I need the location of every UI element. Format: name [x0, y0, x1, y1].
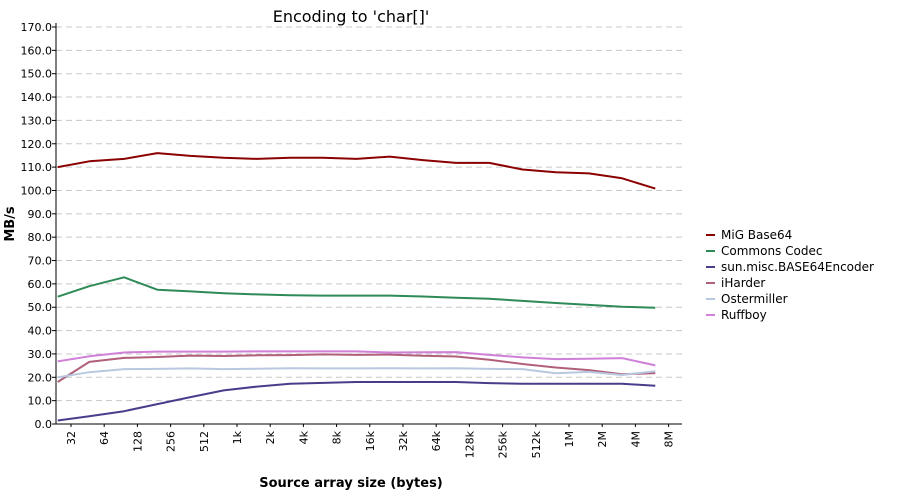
y-tick-label: 90.0: [28, 208, 53, 221]
y-tick-label: 40.0: [28, 325, 53, 338]
x-tick-label: 128: [131, 431, 144, 452]
x-tick-label: 32k: [397, 430, 410, 451]
x-tick-label: 4M: [629, 431, 642, 448]
y-tick-label: 80.0: [28, 231, 53, 244]
legend-entry: Ruffboy: [721, 308, 767, 322]
y-tick-label: 60.0: [28, 278, 53, 291]
x-axis-label: Source array size (bytes): [259, 476, 443, 491]
y-tick-label: 160.0: [21, 44, 53, 57]
series-line: [57, 276, 656, 309]
y-tick-label: 30.0: [28, 348, 53, 361]
x-tick-label: 32: [65, 431, 78, 445]
x-tick-label: 8M: [663, 431, 676, 448]
series-line: [57, 350, 656, 367]
chart-title: Encoding to 'char[]': [273, 7, 430, 26]
y-tick-label: 70.0: [28, 255, 53, 268]
legend-entry: iHarder: [721, 276, 765, 290]
y-tick-label: 100.0: [21, 184, 53, 197]
y-tick-label: 10.0: [28, 395, 53, 408]
legend: MiG Base64 Commons Codec sun.misc.BASE64En…: [706, 228, 874, 322]
legend-entry: Commons Codec: [721, 244, 822, 258]
grid: [56, 26, 682, 402]
x-tick-label: 2k: [264, 430, 277, 444]
y-tick-label: 150.0: [21, 68, 53, 81]
x-tick-label: 16k: [364, 430, 377, 451]
y-tick-label: 50.0: [28, 301, 53, 314]
y-tick-label: 20.0: [28, 371, 53, 384]
y-tick-label: 0.0: [35, 418, 53, 431]
legend-entry: Ostermiller: [721, 292, 788, 306]
series-line: [57, 152, 656, 190]
series-line: [57, 367, 656, 379]
y-tick-label: 140.0: [21, 91, 53, 104]
x-tick-label: 256k: [497, 430, 510, 458]
y-tick-label: 130.0: [21, 114, 53, 127]
x-tick-label: 8k: [331, 430, 344, 444]
x-tick-label: 64k: [430, 430, 443, 451]
x-tick-label: 1M: [563, 431, 576, 448]
series-lines: [57, 152, 656, 422]
x-tick-label: 128k: [463, 430, 476, 458]
y-tick-label: 170.0: [21, 21, 53, 34]
legend-entry: MiG Base64: [721, 228, 792, 242]
x-tick-label: 512k: [530, 430, 543, 458]
series-line: [57, 353, 656, 383]
y-tick-label: 110.0: [21, 161, 53, 174]
y-tick-label: 120.0: [21, 138, 53, 151]
y-tick-labels: 0.0 10.0 20.0 30.0 40.0 50.0 60.0 70.0 80.0 90.0 1…: [21, 21, 53, 431]
x-tick-label: 256: [165, 431, 178, 452]
legend-entry: sun.misc.BASE64Encoder: [721, 260, 874, 274]
x-tick-label: 1k: [231, 430, 244, 444]
x-tick-labels: 32 64 128 256 512 1k 2k 4k 8k 16k 32k 64k 128k 256k 51…: [65, 430, 676, 458]
x-tick-label: 2M: [596, 431, 609, 448]
x-tick-label: 64: [98, 431, 111, 445]
series-line: [57, 381, 656, 422]
y-axis-label: MB/s: [3, 206, 18, 242]
x-tick-label: 4k: [297, 430, 310, 444]
x-tick-label: 512: [198, 431, 211, 452]
axes: [52, 23, 682, 427]
